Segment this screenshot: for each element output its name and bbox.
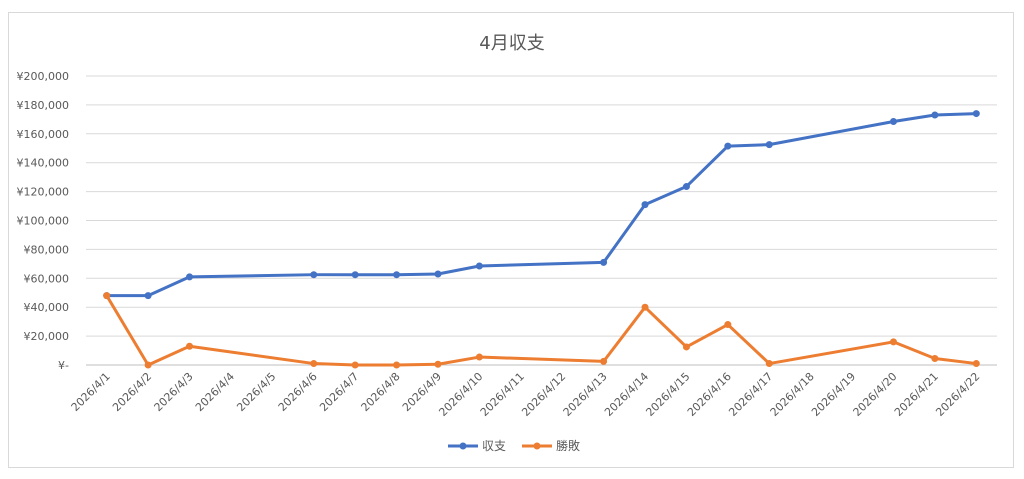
data-point (475, 262, 483, 270)
series-markers (103, 110, 980, 369)
data-point (434, 360, 442, 368)
data-point (682, 183, 690, 191)
x-tick-label: 2026/4/2 (110, 370, 154, 414)
data-point (889, 118, 897, 126)
x-tick-label: 2026/4/8 (359, 370, 403, 414)
y-tick-label: ¥100,000 (17, 215, 70, 228)
x-tick-label: 2026/4/3 (152, 370, 196, 414)
y-tick-label: ¥40,000 (24, 301, 70, 314)
x-tick-label: 2026/4/5 (234, 370, 278, 414)
y-axis-ticks: ¥- ¥20,000 ¥40,000 ¥60,000 ¥80,000 ¥100,000 ¥1… (17, 70, 70, 372)
y-tick-label: ¥60,000 (24, 272, 70, 285)
data-point (724, 321, 732, 329)
x-tick-label: 2026/4/4 (193, 370, 237, 414)
data-point (186, 342, 194, 350)
data-point (351, 361, 359, 369)
x-tick-label: 2026/4/21 (892, 370, 941, 419)
data-point (103, 292, 111, 300)
data-point (972, 360, 980, 368)
y-tick-label: ¥20,000 (24, 330, 70, 343)
legend-swatch-marker (533, 442, 541, 450)
y-tick-label: ¥120,000 (17, 186, 70, 199)
data-point (724, 142, 732, 150)
data-point (475, 353, 483, 361)
legend-label: 収支 (482, 439, 506, 453)
data-point (931, 354, 939, 362)
data-point (351, 271, 359, 279)
data-point (889, 338, 897, 346)
legend-swatch-marker (459, 442, 467, 450)
data-point (931, 111, 939, 119)
y-tick-label: ¥140,000 (17, 157, 70, 170)
data-point (186, 273, 194, 281)
y-tick-label: ¥180,000 (17, 99, 70, 112)
data-point (600, 357, 608, 365)
data-point (972, 110, 980, 118)
x-tick-label: 2026/4/6 (276, 370, 320, 414)
series-lines (105, 112, 978, 367)
legend-label: 勝敗 (556, 438, 580, 453)
y-tick-label: ¥160,000 (17, 128, 70, 141)
data-point (144, 292, 152, 300)
chart-frame (8, 12, 1014, 468)
data-point (310, 360, 318, 368)
data-point (682, 343, 690, 351)
series-line (105, 294, 978, 367)
x-tick-label: 2026/4/20 (851, 370, 900, 419)
y-tick-label: ¥- (58, 359, 69, 372)
x-tick-label: 2026/4/1 (69, 370, 113, 414)
data-point (144, 361, 152, 369)
x-tick-label: 2026/4/15 (643, 370, 692, 419)
x-tick-label: 2026/4/22 (933, 370, 982, 419)
y-tick-label: ¥200,000 (17, 70, 70, 83)
x-tick-label: 2026/4/14 (602, 370, 651, 419)
x-tick-label: 2026/4/12 (519, 370, 568, 419)
data-point (641, 201, 649, 209)
x-tick-label: 2026/4/17 (726, 370, 775, 419)
x-tick-label: 2026/4/19 (809, 370, 858, 419)
x-tick-label: 2026/4/11 (478, 370, 527, 419)
x-axis-ticks: 2026/4/12026/4/22026/4/32026/4/42026/4/5… (69, 370, 983, 419)
data-point (600, 258, 608, 266)
gridlines (86, 75, 997, 366)
x-tick-label: 2026/4/13 (561, 370, 610, 419)
data-point (434, 270, 442, 278)
data-point (641, 303, 649, 311)
x-tick-label: 2026/4/7 (317, 370, 361, 414)
data-point (765, 141, 773, 149)
x-tick-label: 2026/4/10 (436, 370, 485, 419)
data-point (393, 271, 401, 279)
x-tick-label: 2026/4/18 (768, 370, 817, 419)
y-tick-label: ¥80,000 (24, 243, 70, 256)
chart-title: 4月収支 (479, 33, 544, 54)
data-point (310, 271, 318, 279)
series-line (105, 112, 978, 298)
x-tick-label: 2026/4/16 (685, 370, 734, 419)
legend: 収支 勝敗 (448, 438, 580, 453)
data-point (765, 360, 773, 368)
data-point (393, 361, 401, 369)
